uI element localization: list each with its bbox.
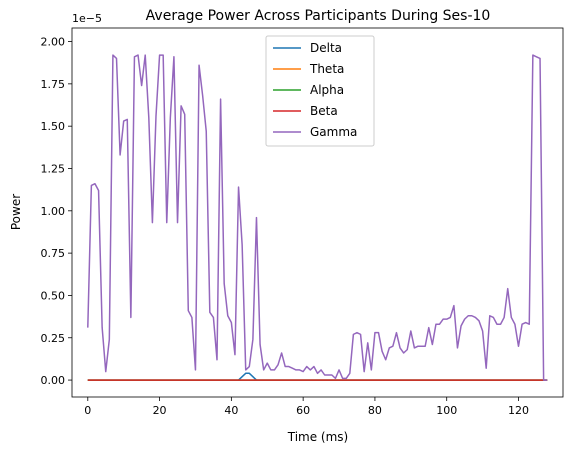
axes-frame <box>71 27 564 398</box>
y-axis-label: Power <box>9 194 23 230</box>
legend-frame <box>265 35 375 147</box>
y-tick-label: 1.75 <box>41 78 66 91</box>
y-tick-label: 1.25 <box>41 162 66 175</box>
plot-area <box>71 27 564 398</box>
y-axis: 0.00 0.25 0.50 0.75 1.00 1.25 1.50 1.75 2.00 <box>41 36 72 387</box>
legend-label-gamma: Gamma <box>310 125 357 139</box>
y-tick-label: 0.75 <box>41 247 66 260</box>
x-axis: 0 20 40 60 80 100 120 <box>84 397 529 417</box>
y-tick-label: 1.00 <box>41 205 66 218</box>
y-tick-label: 1.50 <box>41 120 66 133</box>
x-tick-label: 40 <box>224 404 238 417</box>
y-tick-label: 0.50 <box>41 289 66 302</box>
legend-label-beta: Beta <box>310 104 338 118</box>
x-tick-label: 0 <box>84 404 91 417</box>
chart-title: Average Power Across Participants During… <box>146 8 491 24</box>
x-tick-label: 60 <box>296 404 310 417</box>
y-tick-label: 0.00 <box>41 374 66 387</box>
y-tick-label: 2.00 <box>41 36 66 49</box>
x-tick-label: 80 <box>368 404 382 417</box>
y-tick-label: 0.25 <box>41 332 66 345</box>
y-offset-label: 1e−5 <box>72 12 102 25</box>
x-tick-label: 120 <box>508 404 529 417</box>
legend-label-delta: Delta <box>310 41 342 55</box>
series-line-gamma <box>87 54 548 381</box>
legend-label-alpha: Alpha <box>310 83 344 97</box>
x-tick-label: 20 <box>153 404 167 417</box>
x-tick-label: 100 <box>436 404 457 417</box>
legend: Delta Theta Alpha Beta Gamma <box>265 35 375 147</box>
x-axis-label: Time (ms) <box>287 430 349 444</box>
series-lines <box>87 54 548 381</box>
legend-label-theta: Theta <box>309 62 344 76</box>
